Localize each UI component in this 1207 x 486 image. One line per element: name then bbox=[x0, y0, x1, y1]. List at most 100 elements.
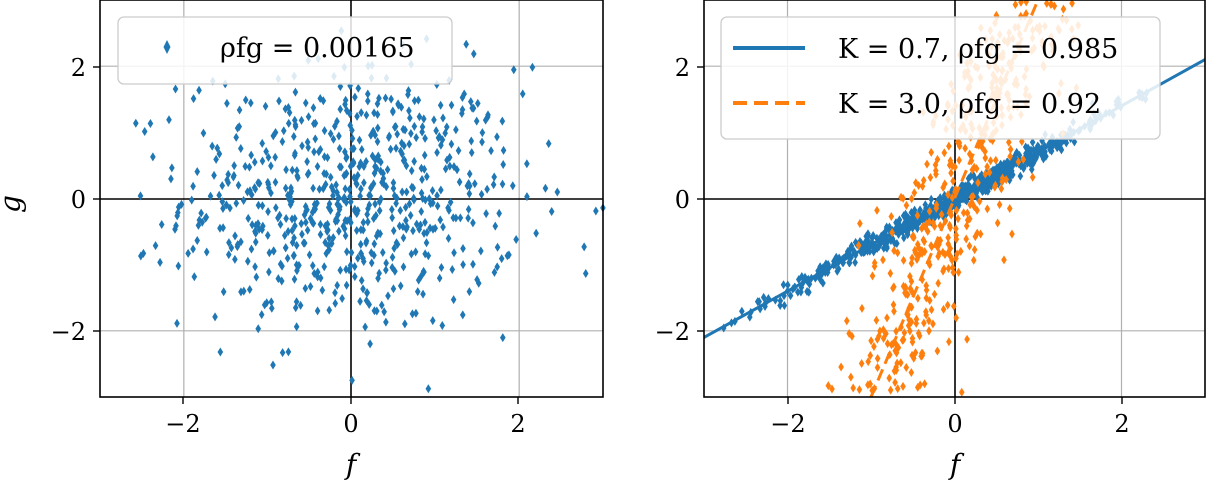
left-series-0-point bbox=[292, 87, 299, 97]
left-series-0-point bbox=[279, 261, 285, 271]
right-series-1-point bbox=[874, 362, 881, 372]
left-series-0-point bbox=[284, 253, 291, 263]
left-series-0-point bbox=[352, 272, 358, 282]
left-series-0-point bbox=[488, 146, 494, 156]
left-series-0-point bbox=[363, 157, 369, 167]
right-series-1-point bbox=[829, 384, 835, 394]
left-series-0-point bbox=[138, 251, 144, 261]
left-series-0-point bbox=[465, 213, 471, 223]
left-series-0-point bbox=[302, 98, 309, 108]
left-series-0-point bbox=[323, 169, 330, 179]
left-series-0-point bbox=[317, 93, 324, 103]
left-series-0-point bbox=[397, 205, 404, 215]
right-series-1-point bbox=[984, 162, 990, 172]
left-series-0-point bbox=[358, 184, 364, 194]
right-series-1-point bbox=[931, 221, 938, 231]
left-series-0-point bbox=[407, 210, 414, 220]
left-series-0-point bbox=[371, 168, 378, 178]
left-series-0-point bbox=[396, 221, 403, 231]
left-series-0-point bbox=[342, 231, 349, 241]
right-series-0-point bbox=[904, 228, 911, 238]
left-series-0-point bbox=[380, 173, 387, 183]
left-series-0-point bbox=[188, 195, 195, 205]
left-series-0-point bbox=[429, 186, 436, 196]
left-series-0-point bbox=[255, 324, 262, 334]
left-series-0-point bbox=[285, 102, 292, 112]
left-series-0-point bbox=[327, 129, 334, 139]
right-series-1-point bbox=[911, 188, 918, 198]
right-series-0-point bbox=[1004, 171, 1011, 181]
left-series-0-point bbox=[440, 113, 446, 123]
left-series-0-point bbox=[299, 141, 305, 151]
left-series-0-point bbox=[339, 293, 345, 303]
left-series-0-point bbox=[175, 261, 182, 271]
right-series-0-point bbox=[799, 271, 805, 281]
right-series-1-point bbox=[994, 218, 1001, 228]
left-series-0-point bbox=[360, 254, 366, 264]
left-series-0-point bbox=[349, 375, 355, 385]
left-series-0-point bbox=[343, 264, 349, 274]
left-series-0-point bbox=[389, 252, 396, 262]
right-series-1-point bbox=[937, 236, 944, 246]
left-series-0-point bbox=[291, 250, 297, 260]
left-series-0-point bbox=[386, 133, 392, 143]
left-series-0-point bbox=[137, 191, 144, 201]
left-series-0-point bbox=[437, 100, 444, 110]
left-series-0-point bbox=[459, 105, 466, 115]
right-ytick-label: 0 bbox=[675, 186, 690, 214]
left-series-0-point bbox=[295, 173, 301, 183]
left-series-0-point bbox=[265, 152, 272, 162]
left-series-0-point bbox=[141, 127, 148, 137]
left-series-0-point bbox=[370, 126, 377, 136]
left-series-0-point bbox=[259, 156, 266, 166]
right-series-0-point bbox=[882, 233, 889, 243]
left-series-0-point bbox=[364, 209, 370, 219]
left-series-0-point bbox=[334, 216, 341, 226]
right-series-0-point bbox=[878, 236, 885, 246]
left-series-0-point bbox=[230, 172, 237, 182]
right-series-0-point bbox=[932, 208, 939, 218]
left-series-0-point bbox=[292, 303, 299, 313]
left-series-0-point bbox=[383, 258, 389, 268]
left-series-0-point bbox=[342, 184, 349, 194]
left-series-0-point bbox=[389, 262, 396, 272]
left-series-0-point bbox=[166, 115, 172, 125]
right-series-1-point bbox=[970, 255, 977, 265]
left-series-0-point bbox=[461, 89, 468, 99]
right-series-0-point bbox=[806, 287, 812, 297]
right-series-1-point bbox=[914, 210, 921, 220]
left-series-0-point bbox=[390, 178, 397, 188]
right-series-1-point bbox=[987, 156, 994, 166]
right-series-1-point bbox=[869, 386, 876, 396]
left-series-0-point bbox=[402, 125, 408, 135]
right-series-1-point bbox=[951, 301, 957, 311]
left-series-0-point bbox=[479, 128, 486, 138]
left-series-0-point bbox=[510, 65, 517, 75]
left-series-0-point bbox=[251, 183, 258, 193]
left-series-0-point bbox=[494, 132, 500, 142]
right-series-1-point bbox=[982, 169, 989, 179]
left-series-0-point bbox=[473, 116, 480, 126]
left-series-0-point bbox=[356, 135, 363, 145]
right-series-0-point bbox=[978, 176, 984, 186]
right-series-1-point bbox=[947, 252, 954, 262]
left-series-0-point bbox=[416, 112, 423, 122]
left-series-0-point bbox=[444, 155, 450, 165]
left-series-0-point bbox=[408, 129, 414, 139]
right-series-0-point bbox=[1005, 166, 1012, 176]
right-series-0-point bbox=[967, 171, 974, 181]
left-series-0-point bbox=[324, 219, 331, 229]
right-series-0-point bbox=[1049, 140, 1056, 150]
right-series-1-point bbox=[960, 208, 967, 218]
left-series-0-point bbox=[509, 181, 516, 191]
left-series-0-point bbox=[413, 133, 420, 143]
left-series-0-point bbox=[529, 62, 536, 72]
right-series-0-point bbox=[970, 185, 976, 195]
right-series-0-point bbox=[781, 300, 788, 310]
left-series-0-point bbox=[240, 196, 247, 206]
left-legend-label: ρfg = 0.00165 bbox=[220, 33, 415, 64]
left-series-0-point bbox=[433, 126, 439, 136]
right-series-1-point bbox=[953, 205, 960, 215]
left-series-0-point bbox=[434, 147, 440, 157]
left-series-0-point bbox=[297, 300, 304, 310]
